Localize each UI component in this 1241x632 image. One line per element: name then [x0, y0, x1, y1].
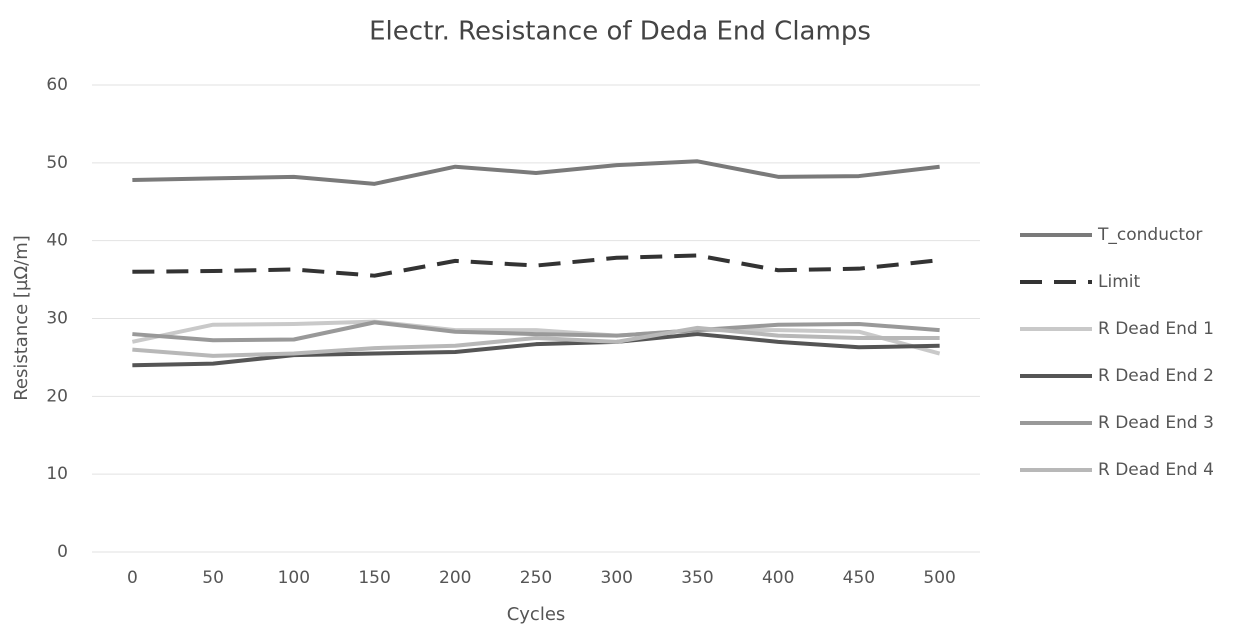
- x-tick-label: 50: [202, 568, 224, 588]
- y-tick-label: 30: [46, 309, 68, 329]
- y-tick-label: 10: [46, 464, 68, 484]
- y-tick-label: 60: [46, 75, 68, 95]
- y-tick-label: 0: [57, 542, 68, 562]
- legend-label: Limit: [1098, 272, 1140, 292]
- legend-label: R Dead End 1: [1098, 319, 1214, 339]
- x-axis-title: Cycles: [507, 604, 566, 625]
- x-tick-label: 250: [520, 568, 552, 588]
- series-line: [132, 159, 940, 186]
- x-tick-label: 0: [127, 568, 138, 588]
- series-line: [132, 332, 940, 368]
- legend-label: R Dead End 4: [1098, 460, 1214, 480]
- legend-label: R Dead End 2: [1098, 366, 1214, 386]
- x-tick-label: 450: [843, 568, 875, 588]
- chart-title: Electr. Resistance of Deda End Clamps: [369, 17, 871, 47]
- x-tick-label: 350: [681, 568, 713, 588]
- x-tick-label: 150: [358, 568, 390, 588]
- x-tick-label: 200: [439, 568, 471, 588]
- y-tick-label: 20: [46, 386, 68, 406]
- series-line: [132, 325, 940, 358]
- y-axis-title: Resistance [µΩ/m]: [11, 235, 32, 401]
- series-line: [132, 253, 940, 278]
- y-tick-label: 40: [46, 231, 68, 251]
- legend-label: T_conductor: [1097, 225, 1202, 245]
- x-tick-label: 300: [601, 568, 633, 588]
- series-line: [132, 320, 940, 343]
- x-tick-label: 100: [278, 568, 310, 588]
- x-tick-label: 500: [923, 568, 955, 588]
- series-line: [131, 319, 941, 356]
- legend-label: R Dead End 3: [1098, 413, 1214, 433]
- y-tick-label: 50: [46, 153, 68, 173]
- x-tick-label: 400: [762, 568, 794, 588]
